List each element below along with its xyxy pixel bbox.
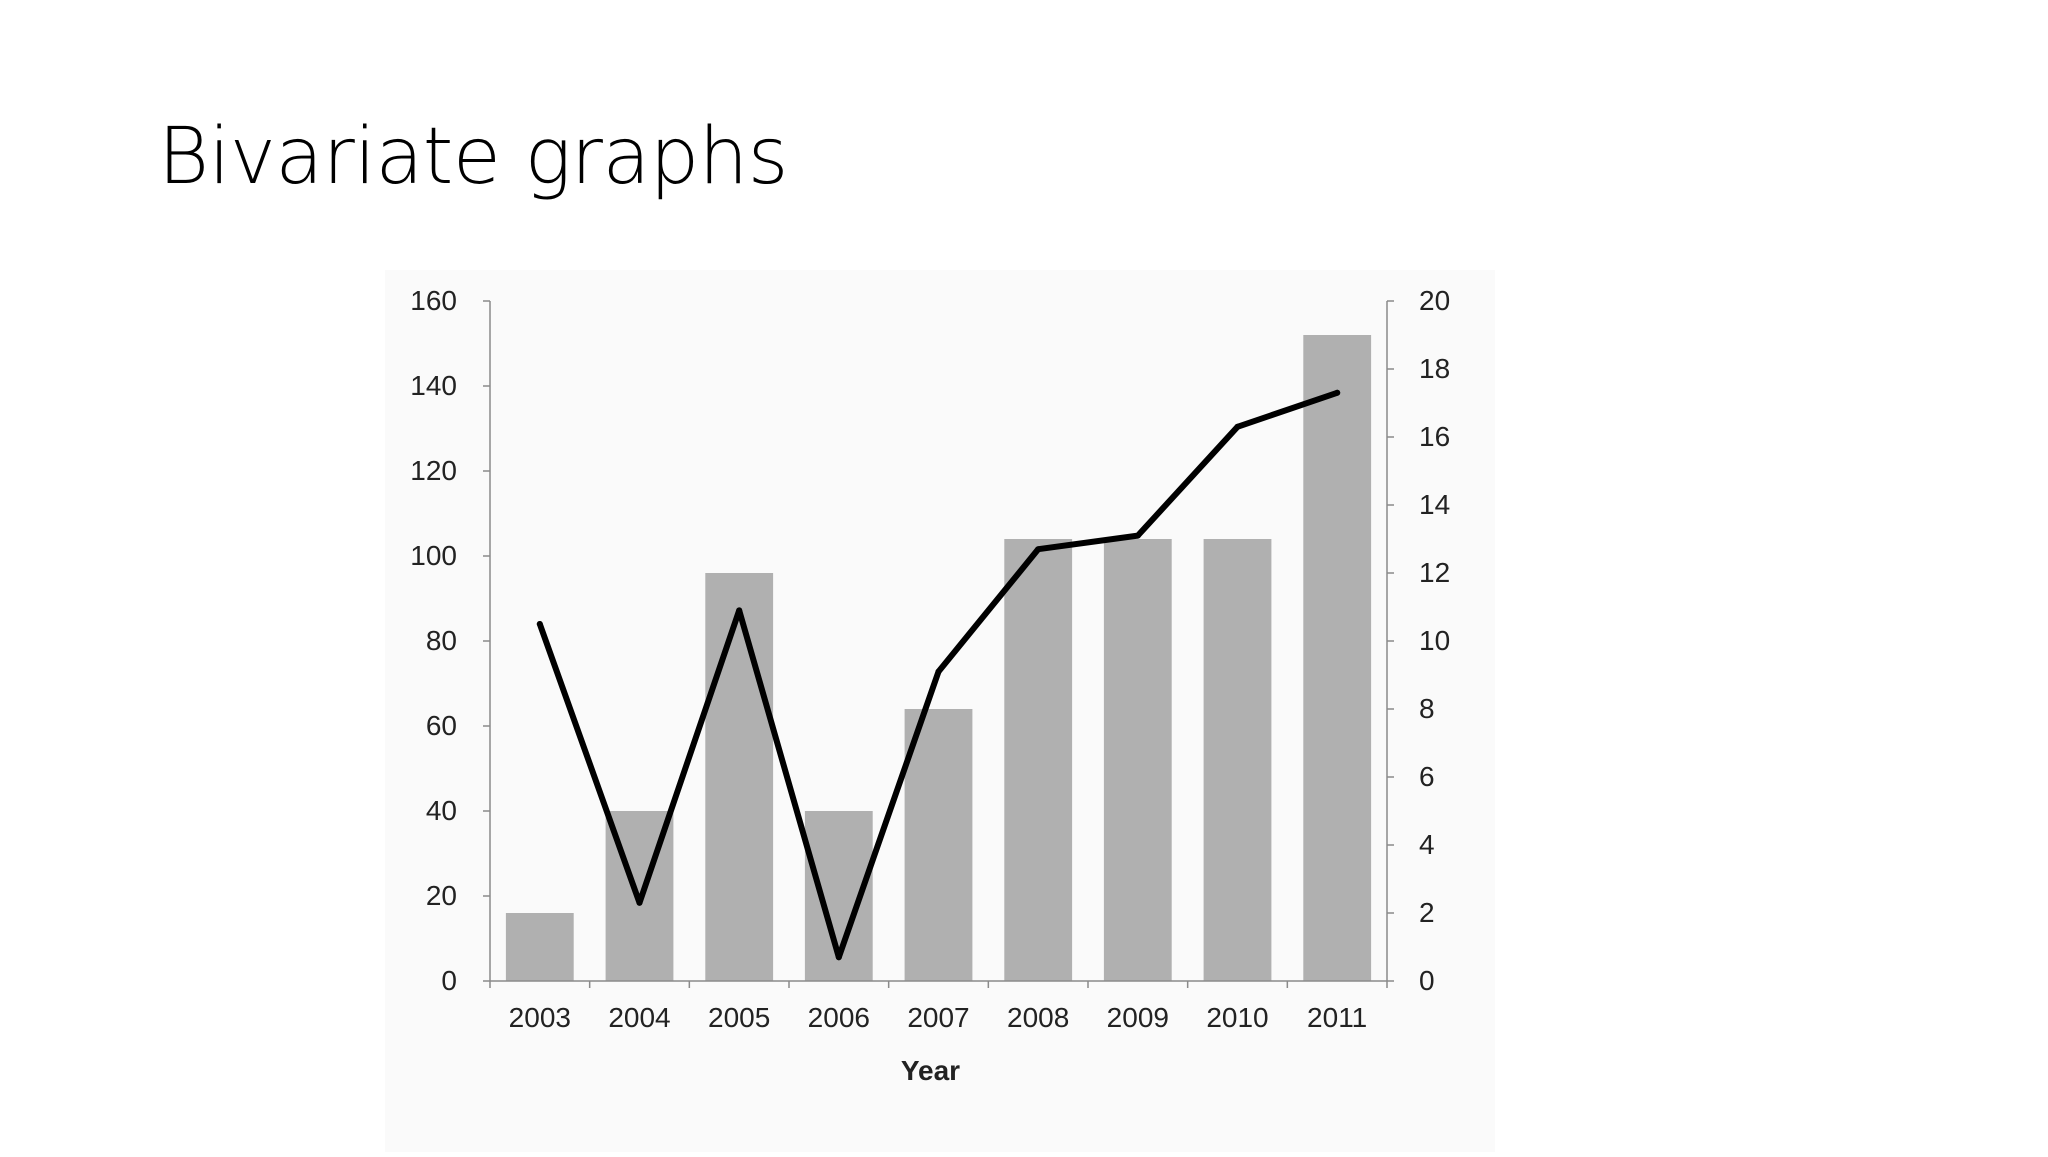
left-axis-tick-label: 140 <box>410 370 457 401</box>
x-axis-tick-label: 2008 <box>1007 1002 1069 1033</box>
right-axis-tick-label: 20 <box>1419 285 1450 316</box>
right-axis-tick-label: 0 <box>1419 965 1435 996</box>
line-point <box>1334 389 1341 396</box>
x-axis-tick-label: 2007 <box>907 1002 969 1033</box>
right-axis-tick-label: 12 <box>1419 557 1450 588</box>
x-axis-tick-label: 2006 <box>808 1002 870 1033</box>
x-axis-title: Year <box>901 1055 960 1086</box>
x-axis-tick-label: 2005 <box>708 1002 770 1033</box>
left-axis-tick-label: 20 <box>426 880 457 911</box>
left-axis-tick-label: 120 <box>410 455 457 486</box>
bar <box>1303 335 1372 981</box>
right-axis-tick-label: 8 <box>1419 693 1435 724</box>
left-axis-tick-label: 0 <box>441 965 457 996</box>
right-axis-tick-label: 2 <box>1419 897 1435 928</box>
line-point <box>1134 532 1141 539</box>
axes-layer <box>483 300 1394 988</box>
line-point <box>1035 546 1042 553</box>
right-axis-tick-label: 18 <box>1419 353 1450 384</box>
left-axis-tick-label: 160 <box>410 285 457 316</box>
x-axis-tick-label: 2004 <box>608 1002 670 1033</box>
x-axis-tick-label: 2011 <box>1307 1002 1367 1033</box>
left-axis-tick-label: 100 <box>410 540 457 571</box>
x-axis-tick-label: 2009 <box>1107 1002 1169 1033</box>
bar <box>904 709 973 981</box>
right-axis-tick-label: 16 <box>1419 421 1450 452</box>
right-axis-tick-label: 10 <box>1419 625 1450 656</box>
line-layer <box>536 389 1341 961</box>
bar <box>705 573 774 981</box>
right-axis-tick-label: 14 <box>1419 489 1450 520</box>
left-axis-tick-label: 40 <box>426 795 457 826</box>
left-axis-tick-label: 60 <box>426 710 457 741</box>
line-point <box>536 621 543 627</box>
bar <box>1103 539 1172 981</box>
bar <box>1203 539 1272 981</box>
bar <box>1004 539 1073 981</box>
labels-layer: 0 20 40 60 80 100 120 140 160 0 2 4 6 8 10 12 14 16 18 20 20… <box>410 285 1450 1086</box>
line-point <box>935 668 942 675</box>
bar <box>505 913 574 981</box>
slide-title: Bivariate graphs <box>158 112 788 202</box>
line-point <box>1234 423 1241 430</box>
right-axis-tick-label: 4 <box>1419 829 1435 860</box>
line-point <box>636 899 643 906</box>
x-axis-tick-label: 2010 <box>1206 1002 1268 1033</box>
right-axis-tick-label: 6 <box>1419 761 1435 792</box>
left-axis-tick-label: 80 <box>426 625 457 656</box>
line-point <box>736 607 743 614</box>
x-axis-tick-label: 2003 <box>509 1002 571 1033</box>
line-point <box>835 954 842 961</box>
